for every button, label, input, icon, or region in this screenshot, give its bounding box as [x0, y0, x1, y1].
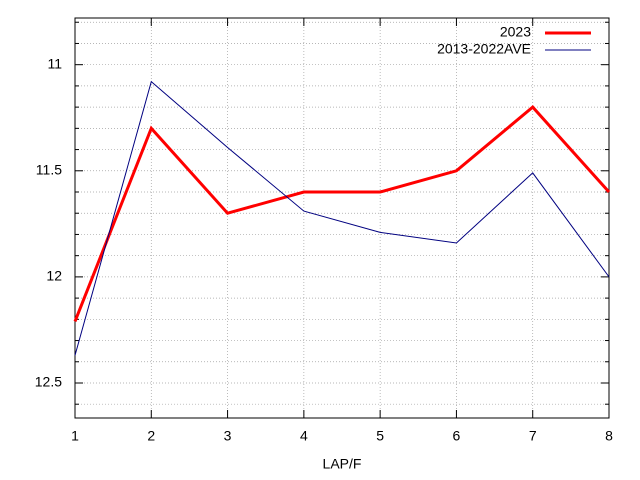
- series-line: [74, 80, 610, 356]
- y-tick-label: 12: [46, 268, 62, 284]
- series-line: [73, 105, 611, 322]
- x-axis-label: LAP/F: [323, 456, 362, 472]
- x-tick-label: 7: [529, 428, 537, 444]
- y-tick-label: 11.5: [36, 161, 62, 177]
- y-tick-label: 11: [47, 55, 62, 71]
- x-tick-label: 3: [224, 428, 232, 444]
- x-tick-label: 4: [300, 428, 308, 444]
- x-tick-label: 8: [605, 428, 613, 444]
- x-tick-label: 2: [147, 428, 155, 444]
- y-tick-label: 12.5: [35, 374, 62, 390]
- legend-label: 2013-2022AVE: [437, 41, 531, 57]
- x-tick-label: 5: [376, 428, 384, 444]
- x-tick-label: 1: [71, 428, 79, 444]
- legend-label: 2023: [500, 24, 531, 40]
- plot-frame: [74, 17, 610, 419]
- x-tick-label: 6: [453, 428, 461, 444]
